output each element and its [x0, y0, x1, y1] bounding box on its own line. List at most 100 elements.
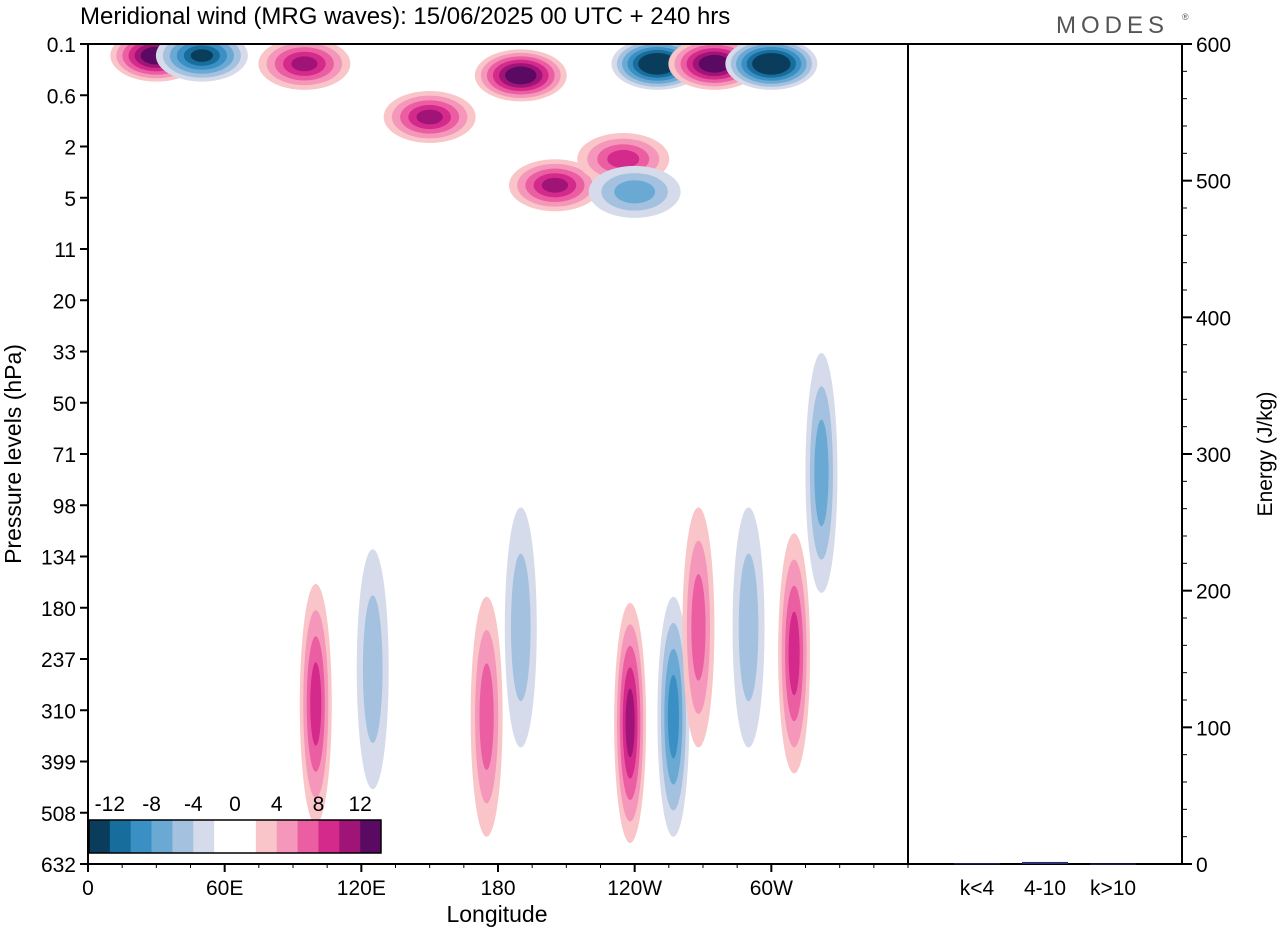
energy-tick-label: 500 — [1196, 171, 1231, 194]
heatmap-cell — [155, 44, 248, 82]
y-tick-label: 508 — [41, 803, 76, 826]
y-tick-label: 237 — [41, 649, 76, 672]
y-tick-label: 0.6 — [47, 85, 76, 108]
energy-bars — [954, 861, 1136, 865]
colorbar-swatch — [89, 820, 111, 853]
energy-tick-label: 0 — [1196, 854, 1208, 877]
colorbar-swatch — [151, 820, 173, 853]
heatmap-cell — [383, 90, 476, 143]
colorbar-label: -12 — [95, 793, 125, 816]
heatmap-contour-band — [541, 177, 569, 193]
heatmap-contour-band — [607, 149, 640, 169]
colorbar-swatch — [297, 820, 319, 853]
modes-logo-mark: ® — [1182, 12, 1189, 22]
heatmap-contour-band — [310, 662, 322, 746]
colorbar-label: 0 — [229, 793, 241, 816]
heatmap-cell — [474, 49, 567, 102]
heatmap-contour-band — [291, 56, 318, 72]
energy-axis-label: Energy (J/kg) — [1254, 392, 1277, 517]
modes-logo: MODES — [1056, 12, 1169, 39]
heatmap-cell — [725, 44, 818, 90]
y-tick-label: 0.1 — [47, 34, 76, 57]
colorbar-swatch — [360, 820, 382, 853]
colorbar-label: 8 — [313, 793, 325, 816]
y-tick-label: 33 — [53, 342, 76, 365]
heatmap-cell — [778, 533, 811, 774]
heatmap-cell — [805, 352, 838, 593]
heatmap-cell — [504, 507, 537, 748]
colorbar-label: 4 — [271, 793, 283, 816]
energy-panel-frame — [907, 43, 1183, 865]
x-tick-label: 60E — [206, 877, 243, 900]
energy-bar — [954, 863, 1000, 865]
heatmap-contour-band — [614, 180, 656, 204]
y-tick-label: 134 — [41, 547, 76, 570]
y-tick-label: 11 — [54, 239, 76, 262]
heatmap-cell — [299, 583, 332, 824]
heatmap-contour-band — [190, 49, 214, 62]
colorbar-label: 12 — [348, 793, 371, 816]
y-tick-label: 310 — [41, 700, 76, 723]
energy-tick-label: 400 — [1196, 307, 1231, 330]
colorbar-swatch — [235, 820, 257, 853]
y-tick-label: 50 — [53, 393, 76, 416]
energy-bar — [1090, 863, 1136, 865]
energy-category-label: k>10 — [1090, 877, 1136, 900]
energy-bar — [1022, 861, 1068, 864]
y-tick-label: 20 — [53, 290, 76, 313]
heatmap-contour-band — [814, 419, 829, 527]
heatmap-cell — [356, 549, 389, 790]
heatmap-cell — [508, 159, 601, 212]
heatmap-contour-band — [738, 553, 759, 702]
colorbar-swatch — [276, 820, 298, 853]
y-tick-label: 98 — [53, 495, 76, 518]
x-tick-label: 0 — [82, 877, 94, 900]
energy-tick-label: 600 — [1196, 34, 1231, 57]
heatmap-cell — [682, 507, 715, 748]
colorbar-swatch — [318, 820, 340, 853]
colorbar-swatch — [109, 820, 132, 853]
y-tick-label: 399 — [41, 752, 76, 775]
energy-tick-label: 200 — [1196, 581, 1231, 604]
colorbar-swatch — [255, 820, 278, 853]
heatmap-contour-band — [648, 58, 667, 69]
x-tick-label: 120W — [607, 877, 662, 900]
x-axis: 0 60E 120E 180 120W 60W — [82, 864, 909, 900]
y-tick-label: 5 — [64, 188, 76, 211]
heatmap-contour-band — [479, 663, 494, 771]
energy-tick-label: 300 — [1196, 444, 1231, 467]
energy-categories: k<4 4-10 k>10 — [960, 877, 1136, 900]
heatmap-contour-band — [667, 674, 679, 759]
y-tick-label: 632 — [41, 854, 76, 877]
energy-category-label: 4-10 — [1024, 877, 1066, 900]
heatmap-contour-band — [362, 595, 383, 744]
x-tick-label: 180 — [480, 877, 515, 900]
chart-title: Meridional wind (MRG waves): 15/06/2025 … — [80, 3, 730, 30]
energy-tick-label: 100 — [1196, 717, 1231, 740]
x-tick-label: 60W — [750, 877, 793, 900]
heatmap-cell — [258, 44, 351, 90]
y-tick-label: 180 — [41, 598, 76, 621]
heatmap-cell — [732, 507, 765, 748]
heatmap-contour-band — [511, 69, 531, 81]
heatmap-cell — [470, 596, 503, 837]
heatmap-contour-band — [510, 553, 531, 702]
heatmap-contour-band — [788, 611, 800, 696]
colorbar-swatch — [172, 820, 194, 853]
heatmap-contour-band — [691, 574, 706, 681]
energy-category-label: k<4 — [960, 877, 995, 900]
heatmap-contour-band — [704, 58, 725, 70]
colorbar-swatch — [130, 820, 152, 853]
colorbar-frame — [88, 819, 382, 854]
y-axis-label: Pressure levels (hPa) — [0, 344, 26, 564]
energy-axis: 0 100 200 300 400 500 600 — [1182, 34, 1231, 877]
heatmap-contour-band — [625, 688, 635, 758]
y-tick-label: 2 — [64, 137, 76, 160]
colorbar-swatch — [339, 820, 361, 853]
x-tick-label: 120E — [337, 877, 386, 900]
heatmap-contour-band — [762, 58, 780, 69]
y-tick-label: 71 — [53, 444, 76, 467]
colorbar-label: -8 — [142, 793, 161, 816]
